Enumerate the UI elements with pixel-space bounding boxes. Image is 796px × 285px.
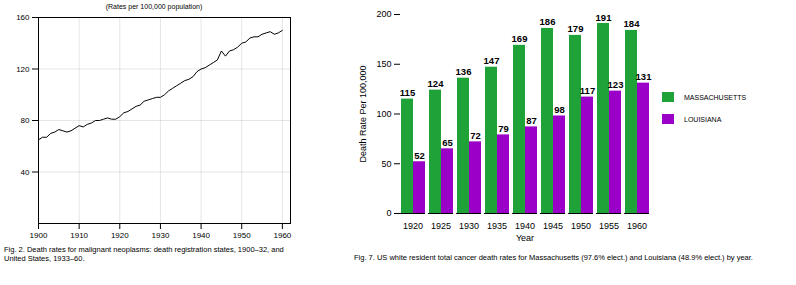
svg-text:1955: 1955 [599,221,619,231]
svg-text:1960: 1960 [627,221,647,231]
svg-text:1950: 1950 [233,231,251,240]
svg-text:1940: 1940 [192,231,210,240]
svg-text:65: 65 [442,137,453,148]
svg-text:1930: 1930 [152,231,170,240]
svg-text:131: 131 [636,71,653,82]
svg-text:79: 79 [498,123,509,134]
svg-text:160: 160 [16,13,30,22]
svg-text:1920: 1920 [403,221,423,231]
svg-text:124: 124 [428,78,445,89]
svg-text:1935: 1935 [487,221,507,231]
svg-text:1945: 1945 [543,221,563,231]
svg-text:136: 136 [456,66,472,77]
svg-text:179: 179 [568,23,584,34]
svg-text:80: 80 [21,116,30,125]
svg-text:40: 40 [21,168,30,177]
svg-text:72: 72 [470,130,481,141]
svg-text:87: 87 [526,115,537,126]
html-text:Fig. 7. US white resident tota: Fig. 7. US white resident total cancer d… [354,253,753,262]
html-text:(Rates per 100,000 population): (Rates per 100,000 population) [105,3,203,10]
svg-text:0: 0 [386,208,391,218]
svg-text:1910: 1910 [70,231,88,240]
svg-text:Year: Year [516,233,534,243]
svg-text:115: 115 [400,87,416,98]
svg-text:52: 52 [414,150,425,161]
svg-text:1940: 1940 [515,221,535,231]
svg-text:1920: 1920 [111,231,129,240]
html-text:Fig. 2. Death rates for malign: Fig. 2. Death rates for malignant neopla… [4,245,284,263]
svg-text:169: 169 [512,33,528,44]
svg-text:1900: 1900 [30,231,48,240]
svg-text:50: 50 [381,159,391,169]
html-text:MASSACHUSETTS: MASSACHUSETTS [684,93,747,101]
svg-text:150: 150 [376,59,391,69]
svg-text:Death Rate Per 100,000: Death Rate Per 100,000 [358,65,368,162]
svg-text:120: 120 [16,65,30,74]
svg-text:100: 100 [376,109,391,119]
html-text:LOUISIANA: LOUISIANA [684,115,722,123]
svg-text:1930: 1930 [459,221,479,231]
svg-text:1960: 1960 [273,231,291,240]
svg-text:200: 200 [376,9,391,19]
svg-text:186: 186 [540,16,556,27]
svg-text:1950: 1950 [571,221,591,231]
svg-text:1925: 1925 [431,221,451,231]
svg-text:191: 191 [596,11,613,22]
svg-text:147: 147 [484,55,500,66]
svg-text:117: 117 [580,85,595,96]
svg-text:123: 123 [608,79,624,90]
svg-text:184: 184 [624,18,641,29]
svg-text:98: 98 [554,104,565,115]
